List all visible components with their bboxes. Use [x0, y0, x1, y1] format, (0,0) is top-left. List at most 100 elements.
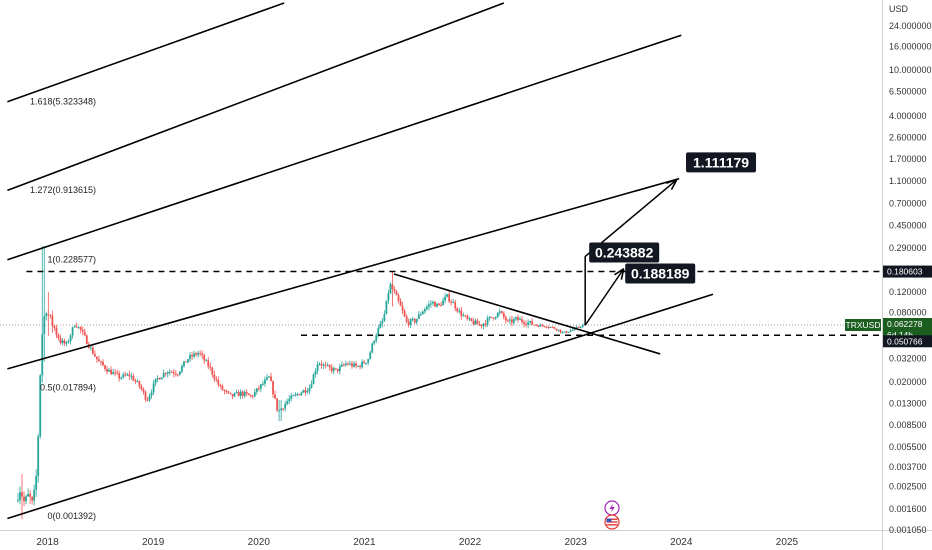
candle-body [57, 334, 60, 339]
flash-event-icon[interactable] [604, 500, 620, 516]
candle-body [371, 343, 374, 353]
candle-body [359, 365, 361, 368]
candle-body [527, 322, 529, 325]
candle-body [148, 395, 151, 401]
candle-body [183, 361, 185, 367]
candle-body [415, 318, 418, 323]
candle-body [259, 384, 262, 389]
target-2-callout-text: 0.243882 [595, 244, 654, 260]
candle-body [300, 392, 303, 396]
candle-body [373, 340, 376, 344]
x-tick-label: 2019 [142, 537, 165, 548]
candle-body [288, 398, 291, 402]
candle-body [581, 324, 584, 327]
candle-body [353, 363, 355, 367]
tag-symbol[interactable]: TRXUSD [845, 319, 881, 332]
candle-body [318, 363, 321, 365]
candle-body [27, 493, 29, 497]
candle-body [322, 364, 325, 366]
candle-body [241, 391, 244, 396]
candle-body [31, 496, 34, 501]
target-3-callout-text: 0.188189 [631, 265, 690, 281]
candle-body [577, 326, 580, 328]
candle-body [231, 394, 234, 397]
y-tick-label: 4.000000 [889, 111, 927, 121]
y-tick-label: 0.008500 [889, 420, 927, 430]
channel-upper-line[interactable] [7, 177, 680, 370]
candle-body [515, 317, 517, 320]
tag-resistance[interactable]: 0.180603 [883, 265, 932, 278]
fib-1.618-line[interactable] [7, 2, 285, 103]
y-tick-label: 0.002500 [889, 481, 927, 491]
fib-level-label: 1.618(5.323348) [30, 97, 96, 107]
candle-body [480, 324, 483, 327]
proj-near-arrow[interactable] [584, 269, 623, 326]
candle-body [361, 361, 363, 368]
candle-body [219, 384, 222, 386]
x-tick-label: 2022 [459, 537, 482, 548]
candle-body [504, 317, 507, 321]
target-2-callout-box [589, 242, 660, 263]
candle-body [474, 320, 477, 325]
candle-body [229, 392, 232, 395]
candle-body [69, 335, 72, 342]
candle-body [83, 331, 86, 336]
candle-body [257, 388, 260, 390]
candle-body [195, 353, 198, 355]
fib-1.272-line[interactable] [7, 2, 505, 192]
candle-body [496, 312, 499, 318]
candle-body [45, 313, 48, 317]
candle-body [537, 325, 540, 327]
candle-body [170, 371, 173, 373]
y-tick-label: 2.600000 [889, 133, 927, 143]
triangle-top-line[interactable] [393, 273, 661, 355]
candle-body [345, 363, 347, 365]
tag-support[interactable]: 0.050766 [883, 335, 932, 348]
candle-body [565, 331, 568, 333]
candle-body [488, 316, 491, 319]
x-tick-label: 2021 [353, 537, 376, 548]
tag-support-text: 0.050766 [887, 336, 923, 346]
candle-body [338, 366, 341, 372]
candle-body [434, 302, 436, 307]
candle-body [342, 364, 345, 366]
candle-body [227, 391, 230, 393]
channel-lower-line[interactable] [7, 293, 714, 520]
tag-current-text: 0.062278 [887, 319, 923, 329]
candle-body [521, 319, 523, 322]
candle-body [306, 391, 309, 393]
candle-body [294, 394, 297, 396]
candle-body [199, 352, 202, 354]
candle-body [523, 321, 525, 325]
candle-body [559, 329, 562, 333]
candle-body [89, 347, 92, 349]
candle-body [513, 319, 515, 323]
candle-body [511, 319, 513, 323]
candle-body [423, 309, 426, 312]
fib-1-line[interactable] [7, 34, 682, 261]
candle-body [454, 302, 457, 309]
proj-far-arrow[interactable] [584, 180, 676, 326]
x-tick-label: 2020 [248, 537, 271, 548]
us-flag-event-icon[interactable] [604, 514, 620, 530]
drawings-group [7, 2, 882, 520]
candle-body [67, 341, 70, 343]
candle-body [134, 380, 137, 382]
candle-body [286, 401, 289, 404]
target-1-callout[interactable]: 1.111179 [686, 152, 757, 173]
y-tick-label: 0.080000 [889, 307, 927, 317]
candle-body [324, 364, 327, 366]
target-3-callout[interactable]: 0.188189 [625, 263, 696, 284]
candle-body [492, 317, 495, 319]
tag-resistance-box [883, 265, 932, 278]
candle-body [100, 361, 102, 363]
candle-body [124, 374, 127, 376]
candle-body [93, 353, 96, 357]
candle-body [466, 315, 469, 319]
candle-body [351, 363, 353, 367]
target-2-callout[interactable]: 0.243882 [589, 242, 660, 263]
candle-body [458, 310, 461, 312]
candle-body [272, 381, 274, 395]
